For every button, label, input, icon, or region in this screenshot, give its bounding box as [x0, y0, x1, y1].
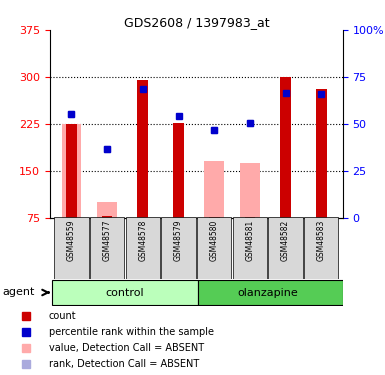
Text: agent: agent — [2, 287, 34, 297]
Bar — [62, 124, 81, 218]
Bar — [126, 217, 160, 279]
Text: olanzapine: olanzapine — [237, 288, 298, 297]
Text: GSM48580: GSM48580 — [210, 219, 219, 261]
Bar — [66, 124, 77, 218]
Bar — [204, 161, 224, 218]
Text: GSM48577: GSM48577 — [103, 219, 112, 261]
Text: percentile rank within the sample: percentile rank within the sample — [49, 327, 214, 337]
Bar — [97, 202, 117, 217]
Text: count: count — [49, 310, 76, 321]
Bar — [102, 216, 112, 217]
Text: GSM48559: GSM48559 — [67, 219, 76, 261]
Bar — [198, 280, 343, 305]
Title: GDS2608 / 1397983_at: GDS2608 / 1397983_at — [124, 16, 269, 29]
Bar — [173, 123, 184, 218]
Bar — [280, 77, 291, 218]
Text: value, Detection Call = ABSENT: value, Detection Call = ABSENT — [49, 343, 204, 353]
Bar — [197, 217, 231, 279]
Bar — [137, 80, 148, 218]
Bar — [161, 217, 196, 279]
Bar — [268, 217, 303, 279]
Text: GSM48579: GSM48579 — [174, 219, 183, 261]
Text: rank, Detection Call = ABSENT: rank, Detection Call = ABSENT — [49, 359, 199, 369]
Bar — [316, 89, 326, 218]
Bar — [54, 217, 89, 279]
Text: GSM48578: GSM48578 — [138, 219, 147, 261]
Bar — [240, 162, 260, 218]
Text: GSM48581: GSM48581 — [245, 219, 254, 261]
Bar — [90, 217, 124, 279]
Text: GSM48583: GSM48583 — [317, 219, 326, 261]
Bar — [52, 280, 198, 305]
Bar — [304, 217, 338, 279]
Text: control: control — [105, 288, 144, 297]
Text: GSM48582: GSM48582 — [281, 219, 290, 261]
Bar — [233, 217, 267, 279]
